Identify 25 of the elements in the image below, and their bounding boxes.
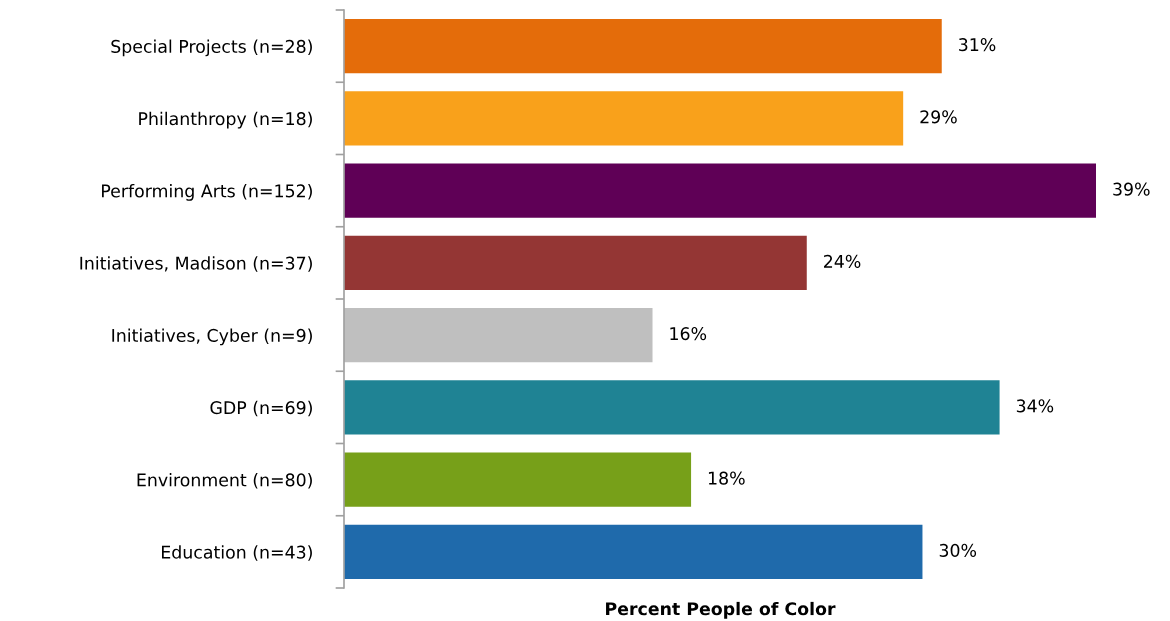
y-tick-label: Special Projects (n=28) — [111, 39, 312, 57]
y-tick-label: Education (n=43) — [162, 545, 312, 561]
data-label: 34% — [1016, 399, 1054, 413]
bar — [344, 19, 942, 74]
y-tick-label: Initiatives, Madison (n=37) — [80, 256, 312, 272]
bar — [344, 308, 653, 363]
data-label: 18% — [708, 471, 745, 485]
data-label: 31% — [959, 38, 996, 52]
y-tick-label: Environment (n=80) — [137, 473, 312, 489]
y-tick-label: GDP (n=69) — [210, 400, 312, 417]
bar — [344, 524, 923, 579]
data-label: 29% — [920, 110, 957, 124]
data-label: 16% — [670, 327, 707, 341]
bar — [344, 91, 904, 146]
data-label: 24% — [824, 254, 861, 268]
y-tick-label: Philanthropy (n=18) — [139, 111, 312, 129]
data-label: 39% — [1113, 182, 1150, 196]
bar — [344, 380, 1000, 435]
bar — [344, 235, 807, 290]
bar — [344, 452, 692, 507]
data-label: 30% — [939, 543, 977, 557]
x-axis-title: Percent People of Color — [606, 601, 836, 619]
bar — [344, 163, 1096, 218]
y-tick-label: Performing Arts (n=152) — [102, 184, 312, 201]
y-tick-label: Initiatives, Cyber (n=9) — [112, 328, 312, 346]
